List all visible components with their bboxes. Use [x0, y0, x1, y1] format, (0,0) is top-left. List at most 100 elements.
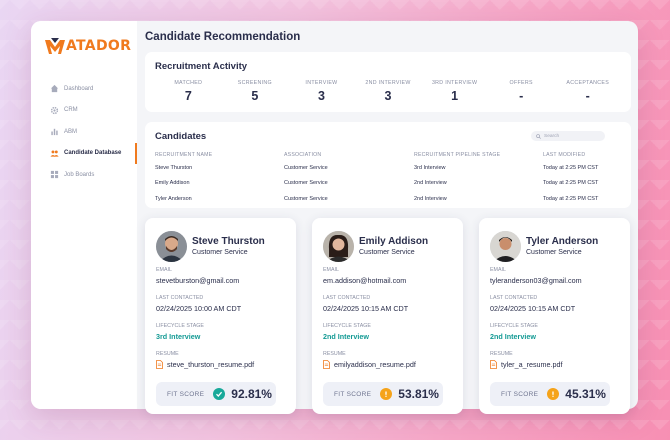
- fit-score-label: FIT SCORE: [334, 390, 372, 398]
- alert-circle-icon: [547, 388, 560, 400]
- column-header[interactable]: RECRUITMENT NAME: [155, 151, 213, 158]
- email-field: EMAIL em.addison@hotmail.com: [323, 267, 406, 285]
- column-header[interactable]: RECRUITMENT PIPELINE STAGE: [414, 151, 501, 158]
- candidate-card-steve-thurston[interactable]: Steve Thurston Customer Service EMAIL ste…: [145, 218, 296, 414]
- field-label: LAST CONTACTED: [323, 295, 371, 301]
- fit-score-value: 45.31%: [565, 387, 606, 401]
- sidebar-item-dashboard[interactable]: Dashboard: [31, 78, 137, 100]
- stat-3rd-interview[interactable]: 3RD INTERVIEW 1: [421, 80, 488, 103]
- stat-screening[interactable]: SCREENING 5: [222, 80, 289, 103]
- cell-modified: Today at 2:25 PM CST: [543, 180, 599, 187]
- stat-label: 3RD INTERVIEW: [431, 80, 478, 86]
- avatar: [490, 231, 521, 262]
- field-label: EMAIL: [490, 267, 506, 273]
- field-label: LIFECYCLE STAGE: [323, 323, 371, 329]
- resume-filename: emilyaddison_resume.pdf: [334, 359, 416, 369]
- avatar: [323, 231, 354, 262]
- field-label: LAST CONTACTED: [490, 295, 538, 301]
- grid-icon: [50, 171, 59, 179]
- search-icon: [536, 133, 541, 139]
- cell-name: Emily Addison: [155, 180, 190, 187]
- sidebar-item-job-boards[interactable]: Job Boards: [31, 164, 137, 186]
- stat-value: 5: [251, 89, 259, 103]
- fit-score-label: FIT SCORE: [501, 390, 539, 398]
- field-label: LIFECYCLE STAGE: [156, 323, 204, 329]
- email-value[interactable]: stevetburston@gmail.com: [156, 275, 240, 285]
- table-row[interactable]: Emily Addison Customer Service 2nd Inter…: [155, 176, 615, 192]
- candidate-name: Emily Addison: [359, 236, 429, 247]
- resume-link[interactable]: emilyaddison_resume.pdf: [323, 360, 416, 369]
- sidebar-item-abm[interactable]: ABM: [31, 121, 137, 143]
- sidebar-item-label: Candidate Database: [64, 150, 122, 157]
- candidate-name: Tyler Anderson: [526, 236, 599, 247]
- stat-acceptances[interactable]: ACCEPTANCES -: [554, 80, 621, 103]
- stat-interview[interactable]: INTERVIEW 3: [288, 80, 355, 103]
- stat-value: -: [585, 89, 590, 103]
- column-header[interactable]: LAST MODIFIED: [543, 151, 586, 158]
- sidebar-item-label: Dashboard: [64, 85, 94, 92]
- stat-offers[interactable]: OFFERS -: [488, 80, 555, 103]
- email-field: EMAIL tyleranderson03@gmail.com: [490, 267, 582, 285]
- lifecycle-field: LIFECYCLE STAGE 2nd Interview: [490, 323, 538, 341]
- cell-association: Customer Service: [284, 180, 328, 187]
- resume-link[interactable]: tyler_a_resume.pdf: [490, 360, 563, 369]
- logo-m-icon: [45, 38, 65, 54]
- sidebar-item-label: CRM: [64, 107, 78, 114]
- stat-matched[interactable]: MATCHED 7: [155, 80, 222, 103]
- sidebar-item-candidate-database[interactable]: Candidate Database: [31, 142, 137, 164]
- candidates-table: RECRUITMENT NAME ASSOCIATION RECRUITMENT…: [155, 149, 615, 207]
- stat-2nd-interview[interactable]: 2ND INTERVIEW 3: [355, 80, 422, 103]
- search-input[interactable]: Search: [531, 131, 605, 141]
- stat-label: SCREENING: [237, 80, 272, 86]
- fit-score-label: FIT SCORE: [167, 390, 205, 398]
- candidate-name: Steve Thurston: [192, 236, 265, 247]
- field-label: LAST CONTACTED: [156, 295, 204, 301]
- resume-filename: steve_thurston_resume.pdf: [167, 359, 255, 369]
- fit-score-badge: FIT SCORE 53.81%: [323, 382, 443, 406]
- fit-score-badge: FIT SCORE 92.81%: [156, 382, 276, 406]
- resume-field: RESUME steve_thurston_resume.pdf: [156, 351, 254, 369]
- resume-field: RESUME tyler_a_resume.pdf: [490, 351, 563, 369]
- document-icon: [490, 359, 497, 369]
- fit-score-value: 92.81%: [231, 387, 272, 401]
- recruitment-activity-title: Recruitment Activity: [155, 61, 248, 72]
- cell-stage: 3rd Interview: [414, 164, 446, 171]
- email-value[interactable]: tyleranderson03@gmail.com: [490, 275, 582, 285]
- stat-label: INTERVIEW: [305, 80, 338, 86]
- stat-value: 7: [184, 89, 192, 103]
- candidates-title: Candidates: [155, 131, 207, 142]
- table-row[interactable]: Tyler Anderson Customer Service 2nd Inte…: [155, 191, 615, 207]
- stat-label: ACCEPTANCES: [566, 80, 610, 86]
- stat-value: 3: [384, 89, 392, 103]
- activity-stats: MATCHED 7 SCREENING 5 INTERVIEW 3 2ND INTER…: [155, 80, 621, 103]
- table-row[interactable]: Steve Thurston Customer Service 3rd Inte…: [155, 160, 615, 176]
- cell-association: Customer Service: [284, 164, 328, 171]
- home-icon: [50, 85, 59, 93]
- candidate-card-emily-addison[interactable]: Emily Addison Customer Service EMAIL em.a…: [312, 218, 463, 414]
- fit-score-badge: FIT SCORE 45.31%: [490, 382, 610, 406]
- sidebar-item-crm[interactable]: CRM: [31, 100, 137, 122]
- field-label: RESUME: [156, 351, 179, 357]
- lifecycle-field: LIFECYCLE STAGE 3rd Interview: [156, 323, 204, 341]
- lifecycle-value: 2nd Interview: [323, 331, 369, 341]
- email-value[interactable]: em.addison@hotmail.com: [323, 275, 407, 285]
- column-header[interactable]: ASSOCIATION: [284, 151, 322, 158]
- candidate-card-tyler-anderson[interactable]: Tyler Anderson Customer Service EMAIL tyl…: [479, 218, 630, 414]
- last-contacted-value: 02/24/2025 10:00 AM CDT: [156, 303, 242, 313]
- last-contacted-field: LAST CONTACTED 02/24/2025 10:15 AM CDT: [323, 295, 408, 313]
- last-contacted-field: LAST CONTACTED 02/24/2025 10:15 AM CDT: [490, 295, 575, 313]
- lifecycle-value: 3rd Interview: [156, 331, 201, 341]
- bar-chart-icon: [51, 129, 58, 136]
- resume-link[interactable]: steve_thurston_resume.pdf: [156, 360, 254, 369]
- last-contacted-value: 02/24/2025 10:15 AM CDT: [323, 303, 409, 313]
- check-circle-icon: [213, 388, 226, 400]
- brand-logo[interactable]: ATADOR: [45, 38, 131, 54]
- field-label: RESUME: [323, 351, 346, 357]
- field-label: EMAIL: [323, 267, 339, 273]
- avatar: [156, 231, 187, 262]
- lifecycle-value: 2nd Interview: [490, 331, 536, 341]
- field-label: RESUME: [490, 351, 513, 357]
- cell-stage: 2nd Interview: [414, 180, 447, 187]
- field-label: LIFECYCLE STAGE: [490, 323, 538, 329]
- candidate-association: Customer Service: [192, 249, 248, 256]
